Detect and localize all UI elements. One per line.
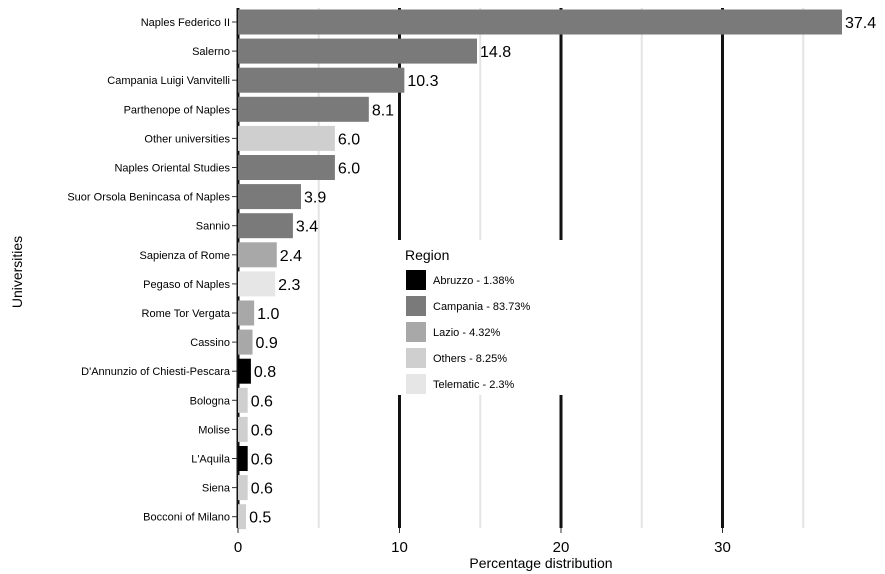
bar xyxy=(238,504,247,530)
bar xyxy=(238,96,369,122)
data-label: 0.9 xyxy=(256,335,278,352)
legend-swatch xyxy=(406,322,426,342)
y-tick-label: Naples Federico II xyxy=(141,17,230,29)
x-tick-label: 20 xyxy=(553,539,570,556)
y-tick-label: Bologna xyxy=(190,395,231,407)
legend-label: Others - 8.25% xyxy=(433,353,507,365)
bar xyxy=(238,446,248,471)
y-tick-label: Siena xyxy=(202,483,231,495)
legend-swatch xyxy=(406,374,426,394)
legend-label: Lazio - 4.32% xyxy=(433,327,500,339)
bar xyxy=(238,387,248,413)
bar xyxy=(238,67,405,93)
y-tick-label: Sapienza of Rome xyxy=(140,250,231,262)
x-tick-label: 0 xyxy=(234,539,242,556)
bar xyxy=(238,329,253,355)
y-tick-labels: Naples Federico II Salerno Campania Luigi … xyxy=(67,17,237,524)
bar xyxy=(238,9,842,35)
data-label: 0.6 xyxy=(251,452,273,469)
y-tick-label: Salerno xyxy=(192,46,230,58)
data-label: 2.4 xyxy=(280,248,302,265)
y-tick-label: Suor Orsola Benincasa of Naples xyxy=(67,192,230,204)
data-label: 8.1 xyxy=(372,102,394,119)
bar xyxy=(238,300,255,326)
bar xyxy=(238,38,478,64)
data-label: 2.3 xyxy=(278,277,300,294)
bar xyxy=(238,242,277,268)
legend-label: Abruzzo - 1.38% xyxy=(433,275,515,287)
x-tick-labels: 0 10 20 30 xyxy=(234,528,731,556)
data-label: 10.3 xyxy=(407,73,438,90)
bar xyxy=(238,125,335,151)
x-tick-label: 30 xyxy=(714,539,731,556)
y-tick-label: Rome Tor Vergata xyxy=(142,308,231,320)
value-labels-group: 37.4 14.8 10.3 8.1 6.0 6.0 3.9 3.4 2.4 2.3 1.0 0.9 0… xyxy=(249,15,876,527)
legend-swatch xyxy=(406,270,426,290)
legend-background xyxy=(396,240,568,395)
bar xyxy=(238,358,251,384)
data-label: 3.4 xyxy=(296,219,318,236)
bar xyxy=(238,475,248,501)
y-tick-label: Cassino xyxy=(190,337,230,349)
data-label: 6.0 xyxy=(338,131,360,148)
y-tick-label: Sannio xyxy=(196,221,230,233)
data-label: 0.5 xyxy=(249,510,271,527)
y-tick-label: Parthenope of Naples xyxy=(124,104,231,116)
legend-title: Region xyxy=(405,247,449,263)
y-tick-label: Bocconi of Milano xyxy=(143,512,230,524)
data-label: 37.4 xyxy=(845,15,876,32)
legend-label: Campania - 83.73% xyxy=(433,301,530,313)
y-tick-label: Molise xyxy=(198,424,230,436)
data-label: 0.6 xyxy=(251,481,273,498)
y-tick-label: Campania Luigi Vanvitelli xyxy=(107,75,230,87)
y-tick-label: Pegaso of Naples xyxy=(143,279,230,291)
legend-swatch xyxy=(406,348,426,368)
data-label: 14.8 xyxy=(480,44,511,61)
bar xyxy=(238,271,276,297)
bar xyxy=(238,155,335,180)
y-axis-title: Universities xyxy=(9,236,25,308)
data-label: 0.6 xyxy=(251,422,273,439)
bar xyxy=(238,184,301,210)
data-label: 0.8 xyxy=(254,364,276,381)
y-tick-label: L'Aquila xyxy=(191,454,231,466)
data-label: 3.9 xyxy=(304,190,326,207)
data-label: 0.6 xyxy=(251,393,273,410)
x-axis-title: Percentage distribution xyxy=(469,555,612,571)
x-tick-label: 10 xyxy=(391,539,408,556)
y-tick-label: Other universities xyxy=(144,133,230,145)
legend: Region Abruzzo - 1.38% Campania - 83.73% L… xyxy=(396,240,568,395)
data-label: 6.0 xyxy=(338,161,360,178)
bar xyxy=(238,416,248,442)
y-tick-label: D'Annunzio of Chiesti-Pescara xyxy=(81,366,231,378)
bars-group xyxy=(238,9,842,530)
bar xyxy=(238,213,293,239)
legend-swatch xyxy=(406,296,426,316)
y-tick-label: Naples Oriental Studies xyxy=(114,163,230,175)
legend-label: Telematic - 2.3% xyxy=(433,379,515,391)
data-label: 1.0 xyxy=(257,306,279,323)
